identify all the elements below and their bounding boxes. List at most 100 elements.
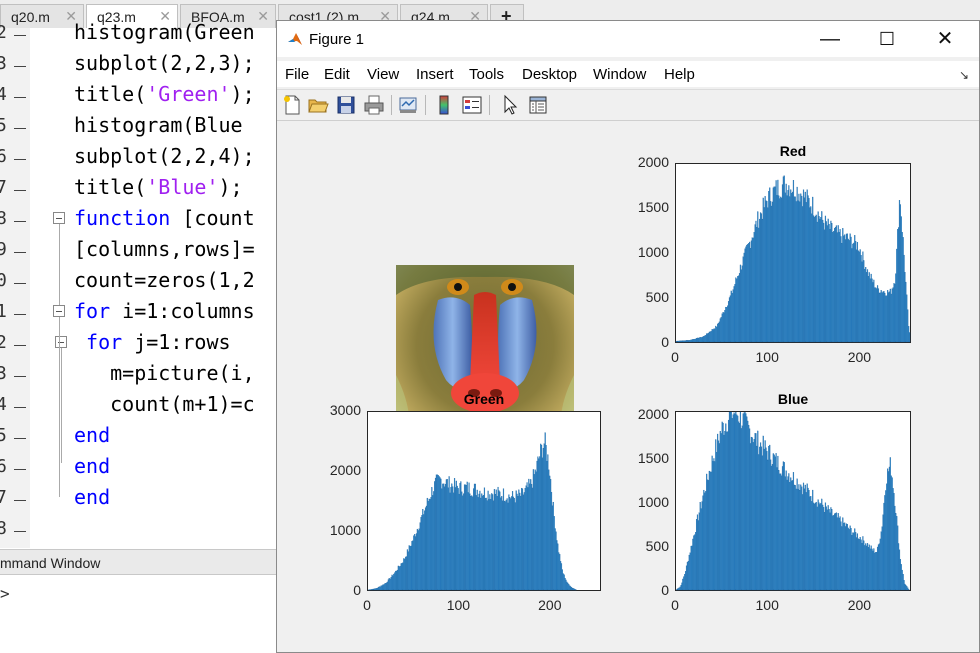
- figure-canvas[interactable]: Red 0 500 1000 1500 2000 0 100 200 Green 0 1000 2…: [277, 121, 979, 652]
- histogram-bar: [726, 307, 728, 343]
- red-axes[interactable]: [675, 163, 911, 343]
- maximize-button[interactable]: ☐: [878, 29, 896, 49]
- open-file-icon[interactable]: [307, 94, 329, 116]
- code-line[interactable]: end: [74, 423, 110, 447]
- code-line[interactable]: m=picture(i,: [74, 361, 255, 385]
- histogram-bar: [751, 437, 753, 591]
- histogram-bar: [879, 292, 881, 343]
- close-tab-icon[interactable]: ✕: [159, 8, 171, 24]
- histogram-bar: [512, 496, 515, 591]
- breakpoint-marker[interactable]: [14, 97, 26, 98]
- menu-edit[interactable]: Edit: [324, 66, 350, 83]
- code-line[interactable]: count(m+1)=c: [74, 392, 255, 416]
- fold-toggle-icon[interactable]: [53, 305, 65, 317]
- histogram-bar: [482, 495, 484, 591]
- breakpoint-marker[interactable]: [14, 438, 26, 439]
- menu-insert[interactable]: Insert: [416, 66, 454, 83]
- code-line[interactable]: histogram(Green: [74, 20, 255, 44]
- code-line[interactable]: end: [74, 454, 110, 478]
- breakpoint-marker[interactable]: [14, 159, 26, 160]
- tab-q23[interactable]: q23.m ✕: [86, 4, 178, 29]
- code-token-post: [count: [170, 206, 255, 230]
- histogram-bar: [741, 425, 743, 591]
- histogram-bar: [848, 529, 850, 591]
- minimize-button[interactable]: —: [820, 28, 840, 50]
- tab-bfoa[interactable]: BFOA.m ✕: [180, 4, 276, 28]
- command-prompt[interactable]: >: [0, 584, 10, 603]
- breakpoint-marker[interactable]: [14, 407, 26, 408]
- menu-view[interactable]: View: [367, 66, 400, 83]
- new-figure-icon[interactable]: [281, 94, 303, 116]
- breakpoint-marker[interactable]: [14, 66, 26, 67]
- histogram-bar: [748, 424, 750, 591]
- histogram-bar: [770, 201, 772, 343]
- close-tab-icon[interactable]: ✕: [257, 8, 269, 24]
- breakpoint-marker[interactable]: [14, 500, 26, 501]
- code-line[interactable]: histogram(Blue: [74, 113, 243, 137]
- histogram-bar: [878, 543, 880, 591]
- close-tab-icon[interactable]: ✕: [379, 8, 391, 24]
- dock-arrow-icon[interactable]: ↘: [959, 68, 970, 82]
- breakpoint-marker[interactable]: [14, 252, 26, 253]
- code-line[interactable]: end: [74, 485, 110, 509]
- blue-axes[interactable]: [675, 411, 911, 591]
- histogram-bar: [562, 573, 564, 591]
- histogram-bar: [880, 290, 882, 343]
- code-line[interactable]: function [count: [74, 206, 255, 230]
- menu-file[interactable]: File: [285, 66, 310, 83]
- code-line[interactable]: title('Blue');: [74, 175, 243, 199]
- close-button[interactable]: ✕: [936, 28, 954, 50]
- breakpoint-marker[interactable]: [14, 128, 26, 129]
- code-line[interactable]: title('Green');: [74, 82, 255, 106]
- histogram-bar: [500, 497, 502, 591]
- close-tab-icon[interactable]: ✕: [469, 8, 481, 24]
- histogram-bar: [864, 545, 866, 591]
- breakpoint-marker[interactable]: [14, 314, 26, 315]
- histogram-bar: [423, 514, 425, 591]
- menu-window[interactable]: Window: [593, 66, 647, 83]
- histogram-bar: [552, 501, 554, 591]
- close-tab-icon[interactable]: ✕: [65, 8, 77, 24]
- histogram-bar: [855, 537, 858, 591]
- code-line[interactable]: subplot(2,2,4);: [74, 144, 255, 168]
- figure-titlebar[interactable]: Figure 1 — ☐ ✕: [277, 21, 979, 57]
- histogram-bar: [370, 589, 372, 591]
- code-line[interactable]: count=zeros(1,2: [74, 268, 255, 292]
- breakpoint-marker[interactable]: [14, 283, 26, 284]
- histogram-bar: [776, 467, 778, 591]
- histogram-bar: [734, 284, 736, 343]
- print-preview-icon[interactable]: [397, 94, 419, 116]
- histogram-bar: [775, 180, 777, 343]
- print-icon[interactable]: [363, 94, 385, 116]
- breakpoint-marker[interactable]: [14, 531, 26, 532]
- code-line[interactable]: subplot(2,2,3);: [74, 51, 255, 75]
- code-line[interactable]: for j=1:rows: [74, 330, 231, 354]
- fold-toggle-icon[interactable]: [53, 212, 65, 224]
- property-inspector-icon[interactable]: [527, 94, 549, 116]
- histogram-bar: [872, 550, 874, 591]
- breakpoint-marker[interactable]: [14, 469, 26, 470]
- histogram-bar: [406, 549, 408, 591]
- colorbar-icon[interactable]: [433, 94, 455, 116]
- save-icon[interactable]: [335, 94, 357, 116]
- code-line[interactable]: for i=1:columns: [74, 299, 255, 323]
- breakpoint-marker[interactable]: [14, 345, 26, 346]
- histogram-bar: [713, 328, 715, 343]
- edit-plot-arrow-icon[interactable]: [499, 94, 521, 116]
- breakpoint-marker[interactable]: [14, 35, 26, 36]
- code-token-str: 'Blue': [146, 175, 219, 199]
- breakpoint-marker[interactable]: [14, 376, 26, 377]
- code-line[interactable]: [columns,rows]=: [74, 237, 255, 261]
- menu-desktop[interactable]: Desktop: [522, 66, 578, 83]
- breakpoint-marker[interactable]: [14, 190, 26, 191]
- green-axes[interactable]: [367, 411, 601, 591]
- histogram-bar: [791, 480, 793, 591]
- histogram-bar: [864, 268, 866, 343]
- legend-icon[interactable]: [461, 94, 483, 116]
- fold-toggle-icon[interactable]: [55, 336, 67, 348]
- tab-q20[interactable]: q20.m ✕: [0, 4, 84, 28]
- breakpoint-marker[interactable]: [14, 221, 26, 222]
- menu-help[interactable]: Help: [664, 66, 695, 83]
- histogram-bar: [695, 338, 697, 343]
- menu-tools[interactable]: Tools: [469, 66, 505, 83]
